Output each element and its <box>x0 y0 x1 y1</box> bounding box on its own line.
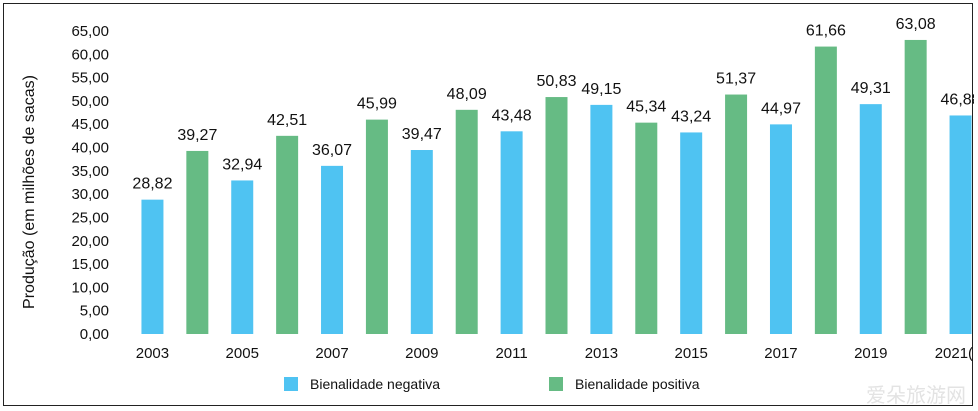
data-label: 42,51 <box>267 112 307 129</box>
bar <box>455 109 478 334</box>
legend-swatch <box>284 377 298 391</box>
watermark: 爱朵旅游网 <box>866 383 966 407</box>
bar <box>186 150 209 334</box>
data-label: 50,83 <box>536 73 576 90</box>
bar <box>321 165 344 334</box>
bar <box>590 104 613 335</box>
x-tick-label: 2011 <box>495 345 527 362</box>
y-tick-label: 5,00 <box>80 303 109 320</box>
data-label: 51,37 <box>716 71 756 88</box>
data-label: 63,08 <box>896 16 936 33</box>
x-tick-label: 2003 <box>136 345 169 362</box>
chart-frame: Produção (em milhões de sacas) 0,00 5,00 1… <box>3 3 974 407</box>
legend-label: Bienalidade positiva <box>575 376 700 392</box>
data-label: 48,09 <box>447 86 487 103</box>
data-label: 43,48 <box>492 107 532 124</box>
y-tick-label: 15,00 <box>71 256 109 273</box>
data-label: 43,24 <box>671 108 711 125</box>
bar <box>949 115 972 335</box>
y-tick-label: 40,00 <box>71 140 109 157</box>
y-tick-label: 0,00 <box>80 326 109 343</box>
data-label: 49,15 <box>581 81 621 98</box>
data-label: 32,94 <box>222 156 262 173</box>
y-tick-label: 65,00 <box>71 23 109 40</box>
bar <box>545 97 568 334</box>
data-label: 45,99 <box>357 96 397 113</box>
data-label: 45,34 <box>626 99 666 116</box>
bar-chart: Produção (em milhões de sacas) 0,00 5,00 1… <box>21 16 974 407</box>
x-tick-label: 2009 <box>405 345 438 362</box>
bar <box>725 94 748 334</box>
x-tick-label: 2013 <box>585 345 618 362</box>
legend-label: Bienalidade negativa <box>310 376 440 392</box>
y-tick-label: 10,00 <box>71 279 109 296</box>
bar <box>365 119 388 334</box>
x-tick-label: 2007 <box>315 345 348 362</box>
data-label: 39,47 <box>402 126 442 143</box>
y-tick-label: 25,00 <box>71 209 109 226</box>
data-label: 28,82 <box>132 176 172 193</box>
data-label: 46,88 <box>941 91 974 108</box>
y-tick-label: 55,00 <box>71 70 109 87</box>
bar <box>231 180 254 334</box>
x-tick-label: 2021(1) <box>935 345 974 362</box>
y-tick-label: 50,00 <box>71 93 109 110</box>
bar <box>410 150 433 334</box>
bar <box>904 39 927 334</box>
y-tick-label: 20,00 <box>71 233 109 250</box>
x-tick-label: 2005 <box>226 345 259 362</box>
bar <box>680 132 703 334</box>
bar <box>769 124 792 335</box>
y-tick-label: 45,00 <box>71 116 109 133</box>
bar <box>635 122 658 334</box>
data-label: 39,27 <box>177 127 217 144</box>
x-tick-label: 2015 <box>674 345 707 362</box>
data-label: 61,66 <box>806 23 846 40</box>
y-axis-label: Produção (em milhões de sacas) <box>21 75 38 309</box>
data-label: 44,97 <box>761 100 801 117</box>
x-tick-label: 2017 <box>764 345 797 362</box>
bar <box>500 131 523 334</box>
bar <box>276 135 299 334</box>
y-tick-label: 60,00 <box>71 46 109 63</box>
x-tick-label: 2019 <box>854 345 887 362</box>
y-tick-label: 30,00 <box>71 186 109 203</box>
bar <box>814 46 837 334</box>
data-label: 49,31 <box>851 80 891 97</box>
bar <box>859 104 882 334</box>
y-tick-label: 35,00 <box>71 163 109 180</box>
bar <box>141 199 164 334</box>
legend-swatch <box>549 377 563 391</box>
data-label: 36,07 <box>312 142 352 159</box>
